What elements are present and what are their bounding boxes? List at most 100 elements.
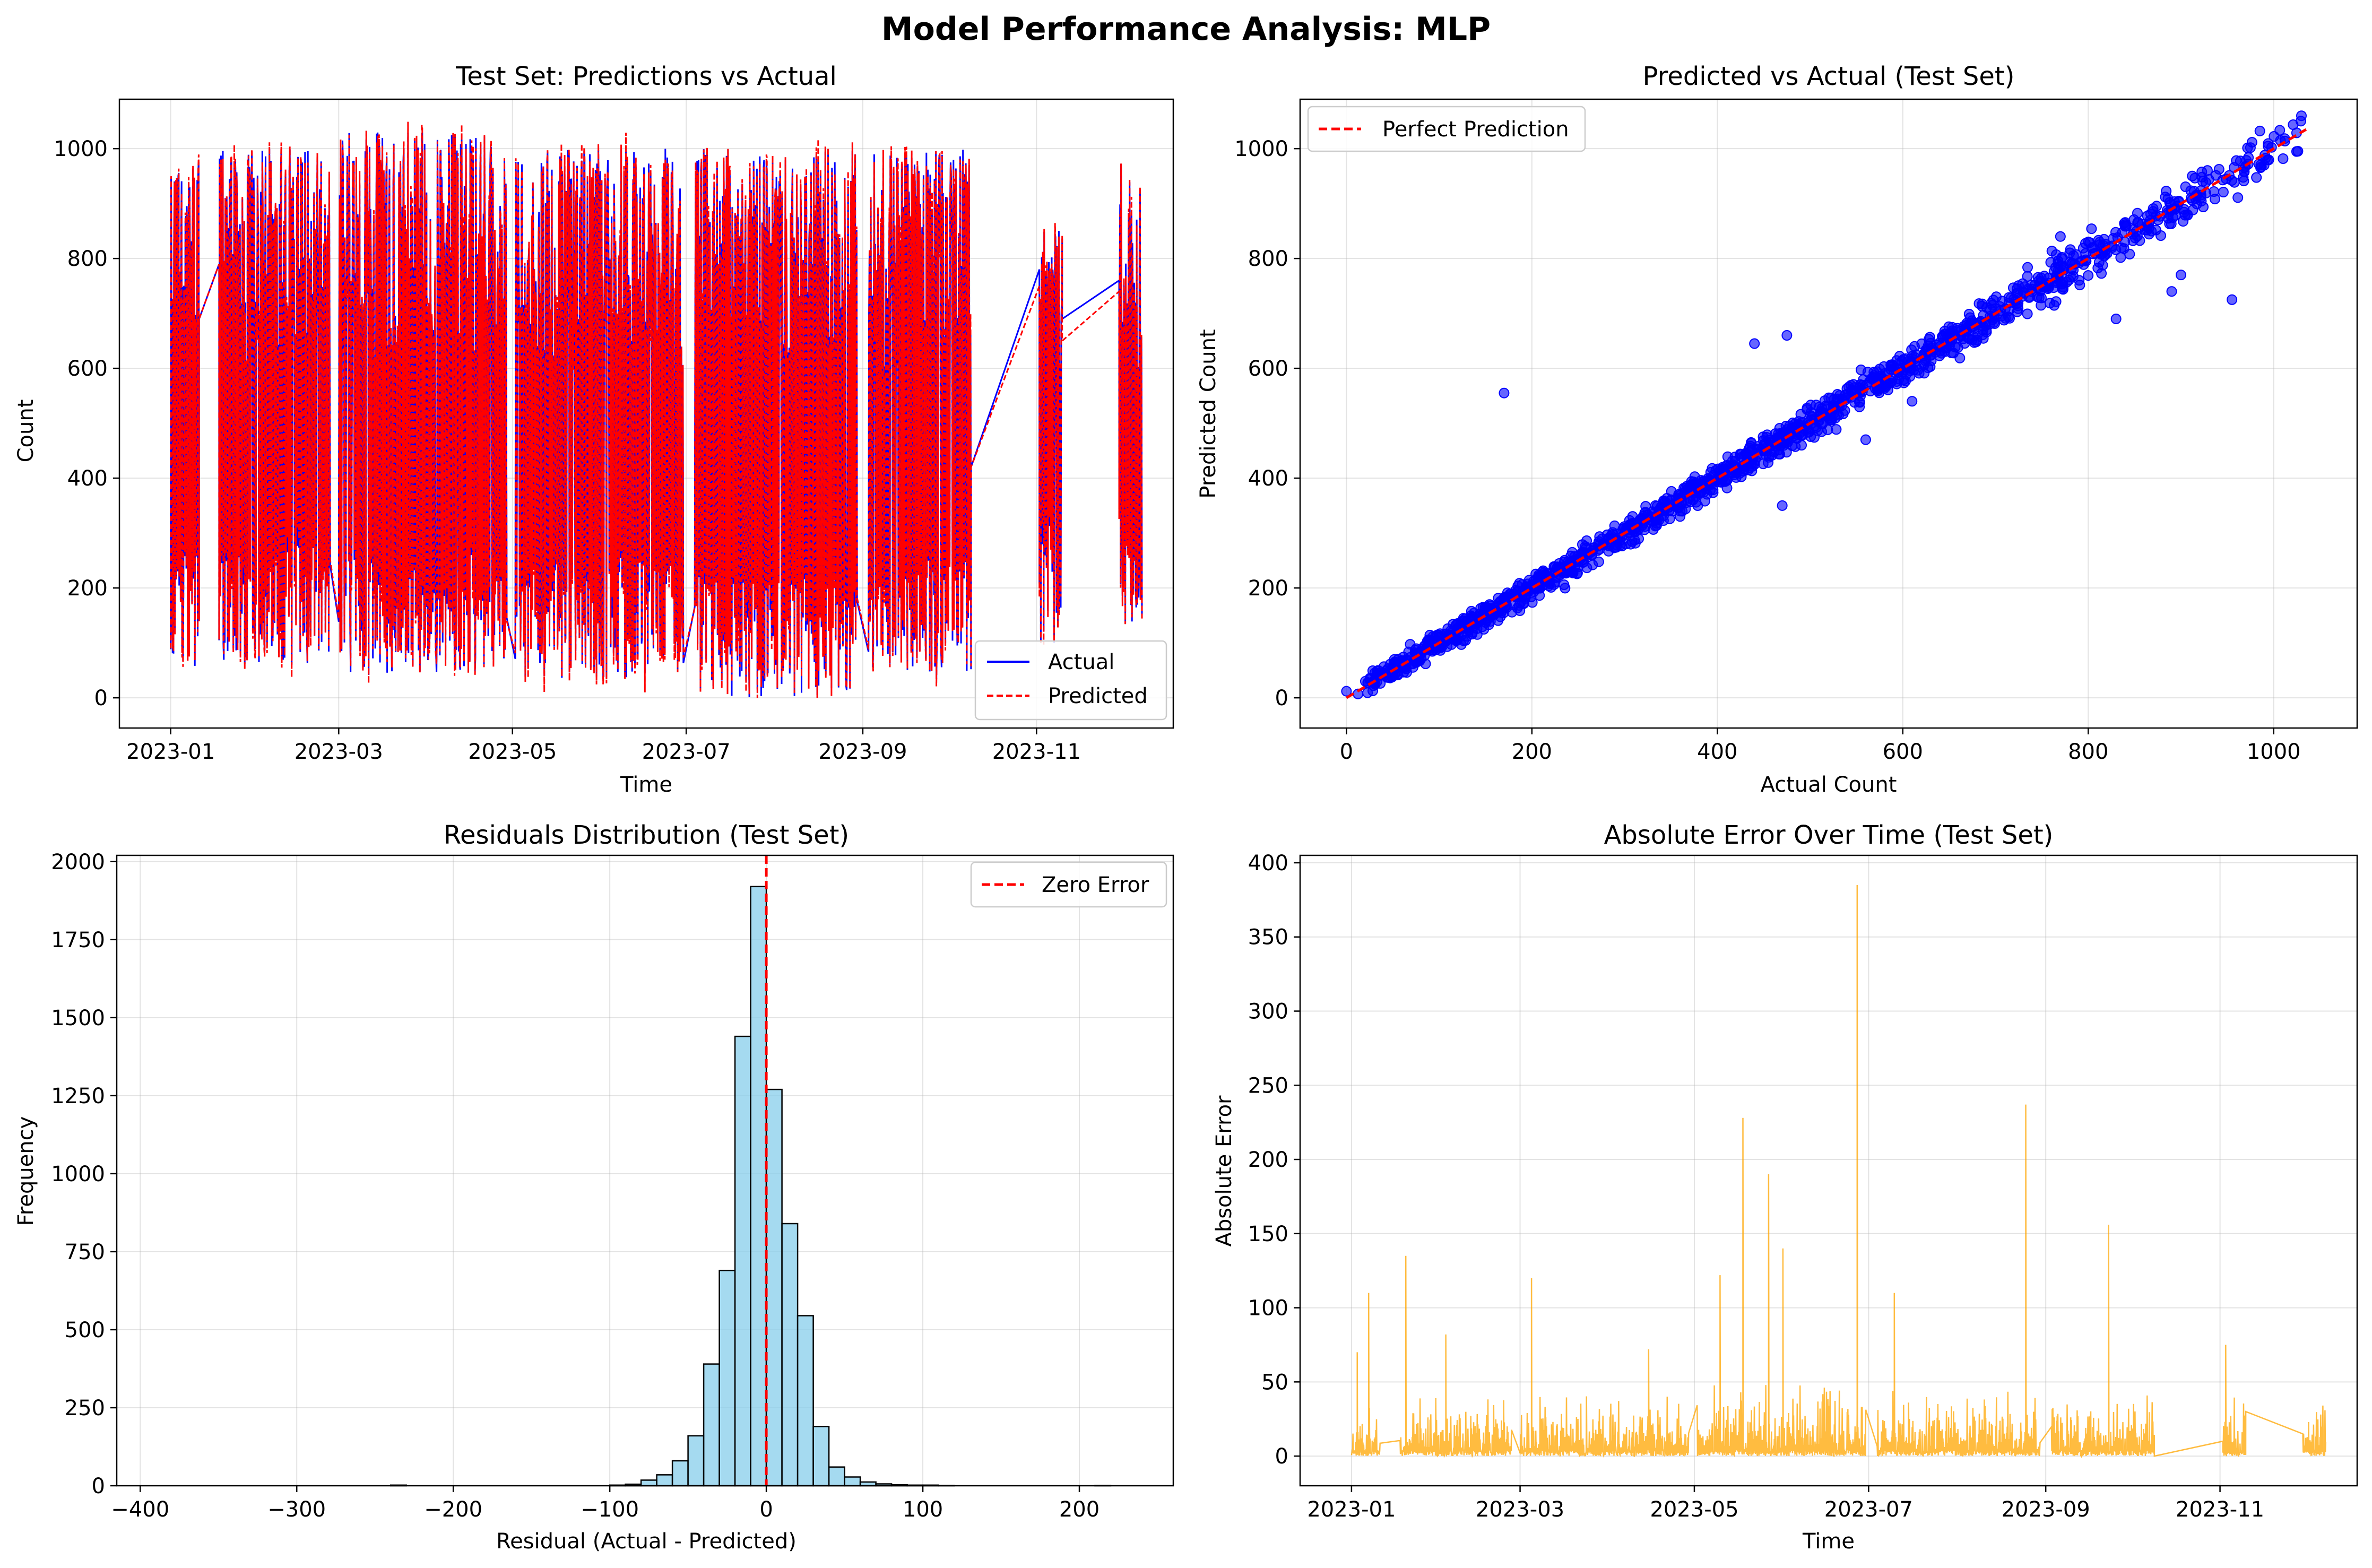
p2-ytick-label: 0 bbox=[1275, 686, 1288, 711]
histogram-bar bbox=[797, 1315, 814, 1487]
panel1-ticks: 2023-01 2023-03 2023-05 2023-07 2023-09 2023-… bbox=[54, 137, 1081, 764]
p4-ytick-label: 200 bbox=[1248, 1148, 1288, 1172]
scatter-point bbox=[2063, 274, 2074, 285]
scatter-point bbox=[2086, 223, 2097, 235]
p2-xtick-label: 800 bbox=[2068, 740, 2108, 764]
p3-xtick-label: 0 bbox=[759, 1497, 773, 1522]
figure-title: Model Performance Analysis: MLP bbox=[881, 11, 1491, 48]
scatter-point bbox=[2057, 284, 2068, 295]
scatter-point bbox=[2161, 186, 2172, 197]
panel1-ylabel: Count bbox=[14, 400, 38, 463]
scatter-point bbox=[1849, 385, 1859, 396]
p3-ytick-label: 500 bbox=[65, 1318, 105, 1342]
scatter-point bbox=[1891, 376, 1902, 387]
scatter-point bbox=[1991, 291, 2002, 302]
p1-xtick-label: 2023-07 bbox=[642, 740, 731, 764]
legend-predicted-label: Predicted bbox=[1048, 684, 1148, 708]
scatter-point bbox=[2269, 131, 2280, 142]
scatter-point bbox=[2008, 282, 2019, 293]
scatter-point bbox=[1639, 507, 1650, 518]
p3-xtick-label: 100 bbox=[903, 1497, 943, 1522]
panel4-xlabel: Time bbox=[1802, 1529, 1855, 1554]
scatter-point bbox=[1880, 382, 1891, 393]
panel4-frame bbox=[1299, 854, 2358, 1487]
scatter-outlier bbox=[1860, 434, 1871, 445]
p2-ytick-label: 200 bbox=[1248, 576, 1288, 601]
p1-ytick-label: 600 bbox=[67, 357, 108, 381]
scatter-point bbox=[1947, 325, 1958, 336]
scatter-outlier bbox=[2055, 231, 2066, 242]
scatter-point bbox=[1518, 598, 1529, 609]
scatter-point bbox=[1593, 556, 1604, 567]
scatter-point bbox=[1894, 351, 1905, 362]
p2-ytick-label: 400 bbox=[1248, 466, 1288, 491]
scatter-point bbox=[1686, 480, 1698, 490]
scatter-point bbox=[1539, 567, 1549, 578]
scatter-point bbox=[2238, 176, 2249, 187]
scatter-point bbox=[2046, 246, 2057, 257]
legend-zero-label: Zero Error bbox=[1042, 873, 1149, 897]
p2-xtick-label: 0 bbox=[1340, 740, 1353, 764]
scatter-point bbox=[1698, 475, 1709, 487]
scatter-point bbox=[1691, 497, 1702, 508]
panel-residuals: Residuals Distribution (Test Set) Residu… bbox=[14, 820, 1174, 1554]
p1-ytick-label: 400 bbox=[67, 466, 108, 491]
p3-ytick-label: 1000 bbox=[51, 1162, 105, 1186]
histogram-bar bbox=[750, 886, 767, 1487]
scatter-point bbox=[2151, 201, 2162, 212]
p1-xtick-label: 2023-03 bbox=[295, 740, 383, 764]
panel3-ticks: −400 −300 −200 −100 0 100 20002505007501000125… bbox=[51, 850, 1100, 1522]
p2-xtick-label: 1000 bbox=[2247, 740, 2301, 764]
scatter-point bbox=[1948, 348, 1959, 359]
histogram-bar bbox=[844, 1476, 861, 1487]
panel3-frame bbox=[116, 854, 1174, 1487]
panel4-title: Absolute Error Over Time (Test Set) bbox=[1604, 820, 2054, 850]
panel3-legend-box bbox=[970, 861, 1167, 908]
scatter-point bbox=[1886, 361, 1897, 372]
scatter-point bbox=[1664, 513, 1675, 524]
p4-ytick-label: 300 bbox=[1248, 1000, 1288, 1024]
scatter-point bbox=[1681, 497, 1692, 508]
scatter-point bbox=[2180, 181, 2191, 192]
legend-actual-label: Actual bbox=[1048, 650, 1114, 674]
p4-ytick-label: 50 bbox=[1261, 1370, 1288, 1394]
scatter-point bbox=[1858, 374, 1869, 385]
histogram-bar bbox=[765, 1088, 783, 1487]
p1-xtick-label: 2023-05 bbox=[468, 740, 557, 764]
scatter-point bbox=[2099, 233, 2109, 245]
scatter-point bbox=[1658, 495, 1669, 506]
scatter-point bbox=[1578, 547, 1589, 558]
p4-xtick-label: 2023-07 bbox=[1824, 1497, 1913, 1522]
panel4-grid bbox=[1300, 855, 2357, 1486]
scatter-point bbox=[1450, 634, 1461, 645]
panel4-ticks: 2023-01 2023-03 2023-05 2023-07 2023-09 2023-… bbox=[1248, 851, 2265, 1522]
panel1-plot bbox=[170, 122, 1143, 698]
scatter-point bbox=[1963, 333, 1974, 344]
p4-xtick-label: 2023-11 bbox=[2176, 1497, 2264, 1522]
panel4-ylabel: Absolute Error bbox=[1212, 1095, 1236, 1247]
histogram-bar bbox=[656, 1474, 673, 1487]
scatter-point bbox=[2254, 125, 2265, 136]
panel3-plot bbox=[389, 855, 1112, 1487]
p1-ytick-label: 0 bbox=[94, 686, 108, 711]
p1-xtick-label: 2023-01 bbox=[126, 740, 215, 764]
scatter-point bbox=[1389, 656, 1400, 668]
scatter-point bbox=[1805, 410, 1816, 421]
scatter-point bbox=[1773, 444, 1784, 455]
perfect-prediction-line bbox=[1346, 128, 2307, 699]
histogram-bar bbox=[718, 1269, 736, 1487]
panel2-legend: Perfect Prediction bbox=[1307, 106, 1586, 152]
scatter-point bbox=[2155, 230, 2166, 241]
p2-xtick-label: 400 bbox=[1697, 740, 1737, 764]
series-predicted-line bbox=[170, 122, 1143, 698]
panel-scatter: Predicted vs Actual (Test Set) Actual Co… bbox=[1196, 62, 2358, 797]
p3-xtick-label: −200 bbox=[424, 1497, 482, 1522]
scatter-point bbox=[2187, 204, 2198, 215]
scatter-outlier bbox=[1777, 500, 1788, 511]
scatter-point bbox=[1764, 451, 1775, 462]
scatter-point bbox=[2232, 192, 2244, 203]
histogram-bar bbox=[781, 1223, 799, 1487]
p1-ytick-label: 200 bbox=[67, 576, 108, 601]
scatter-point bbox=[2050, 296, 2062, 307]
